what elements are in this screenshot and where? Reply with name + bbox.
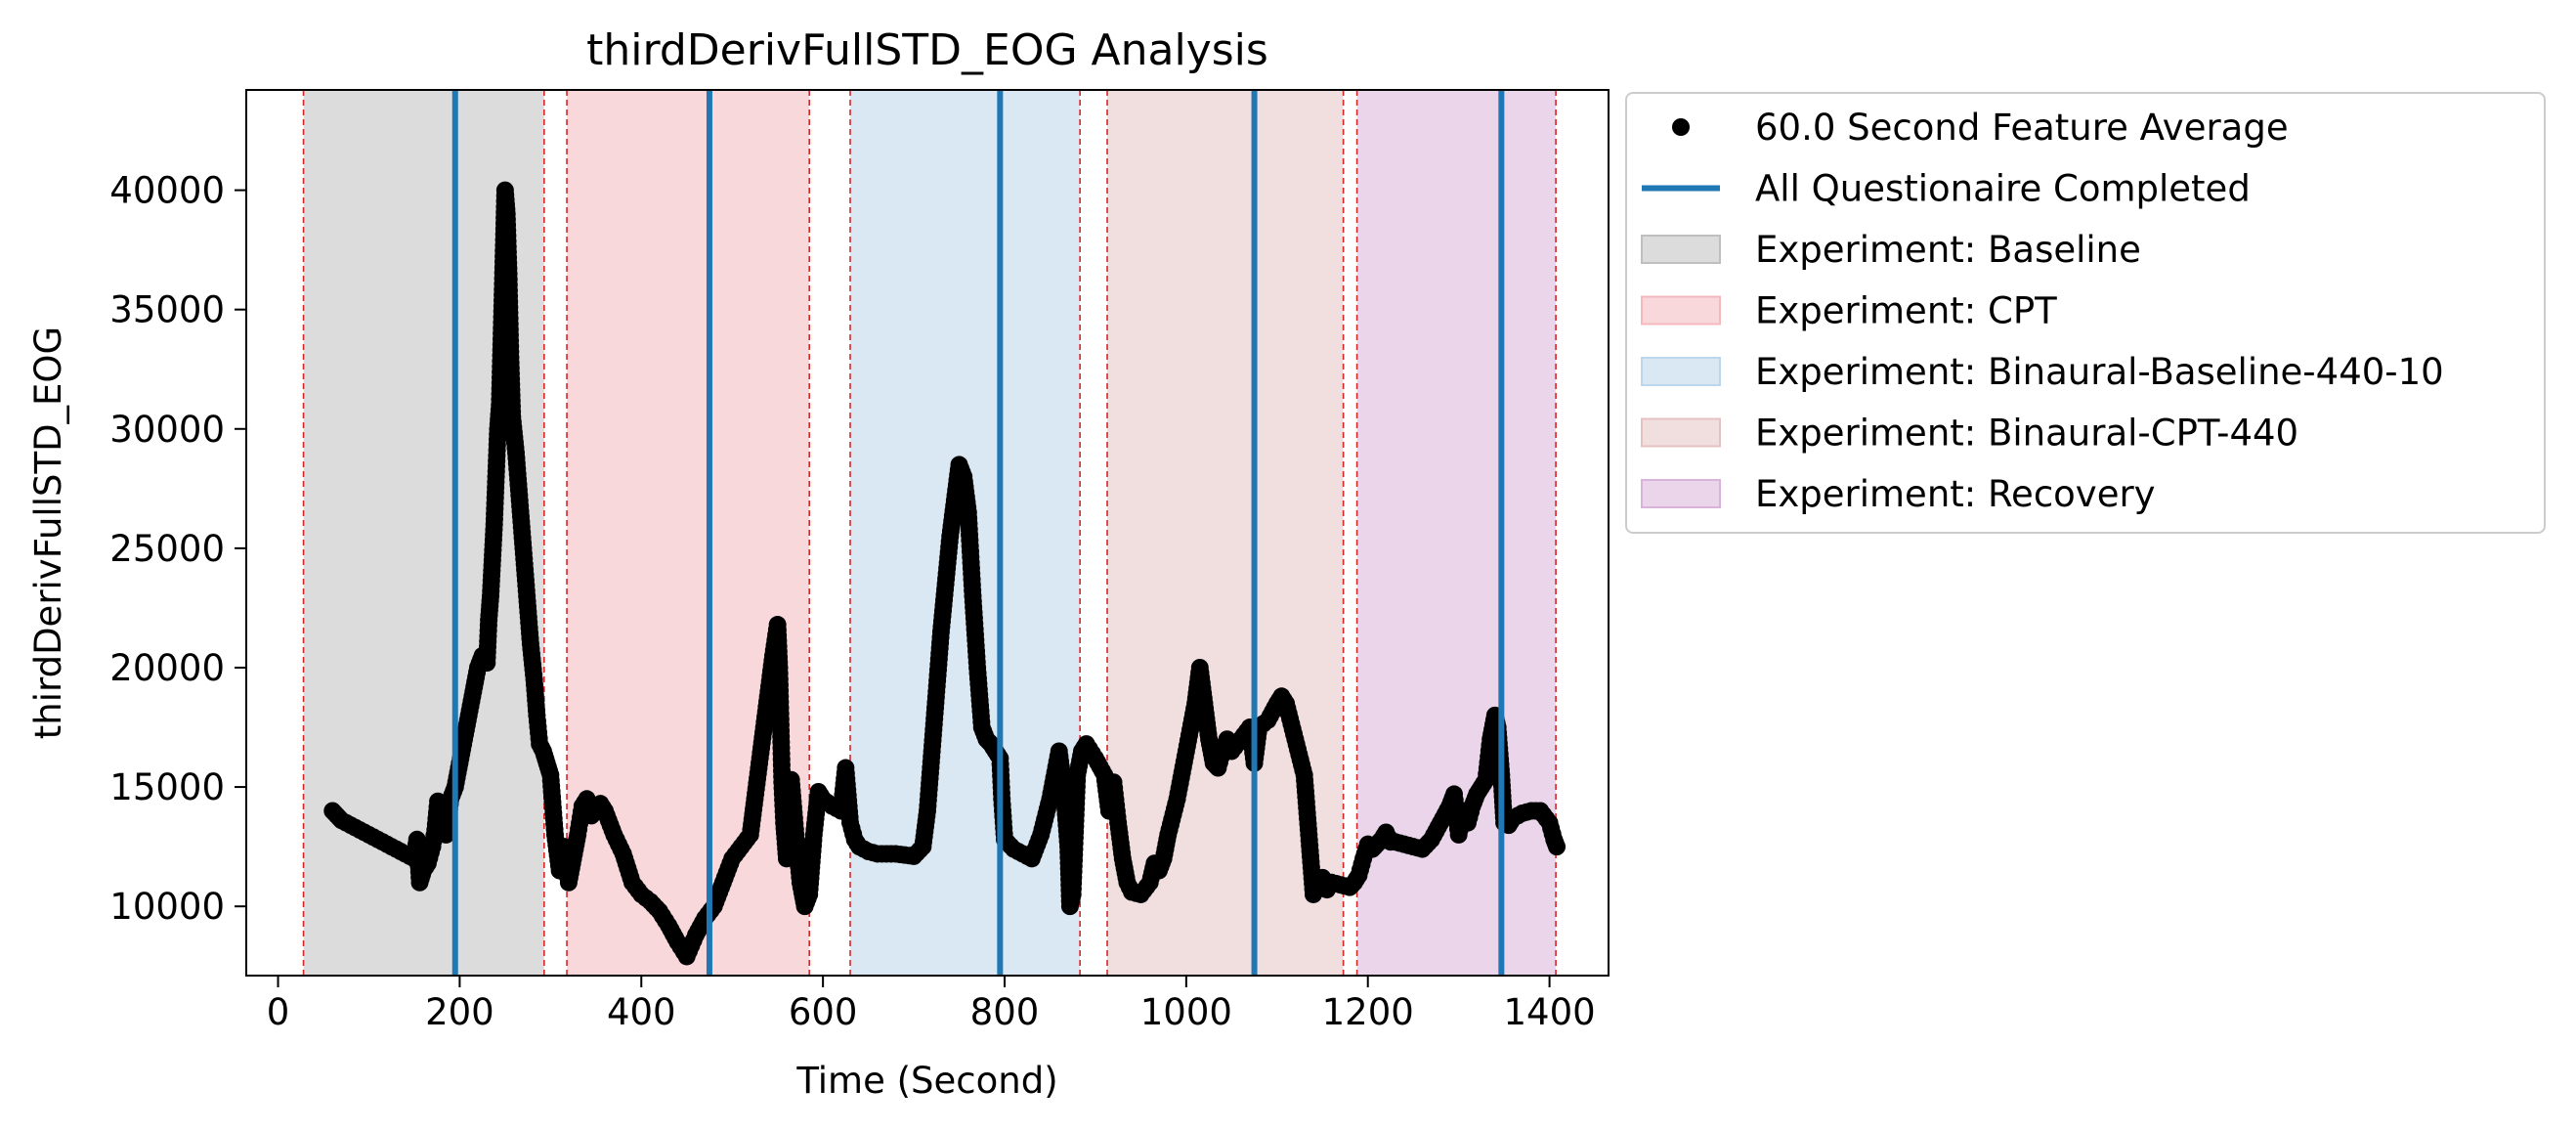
questionnaire-lines — [451, 90, 1505, 976]
data-point-1148 — [1548, 838, 1567, 856]
x-tick-label-5: 1000 — [1140, 991, 1232, 1033]
legend-patch-4 — [1641, 357, 1721, 386]
legend-label-2: Experiment: Baseline — [1755, 229, 2141, 271]
legend-patch-5 — [1641, 417, 1721, 448]
y-axis-label: thirdDerivFullSTD_EOG — [27, 327, 69, 739]
legend-patch-3 — [1641, 295, 1721, 326]
legend-label-5: Experiment: Binaural-CPT-440 — [1755, 413, 2298, 455]
legend-label-4: Experiment: Binaural-Baseline-440-10 — [1755, 351, 2444, 393]
y-tick-label-3: 25000 — [109, 528, 225, 570]
x-tick-label-7: 1400 — [1504, 991, 1596, 1033]
x-axis: 0 200 400 600 800 1000 1200 1400 — [267, 976, 1596, 1033]
y-tick-label-2: 20000 — [109, 647, 225, 689]
x-tick-label-0: 0 — [267, 991, 290, 1033]
legend-label-6: Experiment: Recovery — [1755, 473, 2156, 515]
chart-title: thirdDerivFullSTD_EOG Analysis — [586, 25, 1268, 75]
x-tick-label-4: 800 — [970, 991, 1040, 1033]
y-tick-label-4: 30000 — [109, 409, 225, 451]
x-tick-label-6: 1200 — [1322, 991, 1414, 1033]
x-tick-label-3: 600 — [789, 991, 858, 1033]
legend-marker-0 — [1672, 118, 1690, 136]
phase-band-1 — [567, 90, 810, 976]
y-tick-label-1: 15000 — [109, 766, 225, 808]
legend-patch-2 — [1641, 235, 1721, 264]
legend-label-1: All Questionaire Completed — [1755, 168, 2251, 210]
legend-label-3: Experiment: CPT — [1755, 290, 2057, 332]
y-tick-label-5: 35000 — [109, 289, 225, 331]
x-tick-label-2: 400 — [607, 991, 676, 1033]
y-tick-label-6: 40000 — [109, 170, 225, 212]
legend: 60.0 Second Feature Average All Questiona… — [1625, 92, 2546, 534]
y-axis: 10000 15000 20000 25000 30000 35000 40000 — [109, 170, 246, 928]
legend-label-0: 60.0 Second Feature Average — [1755, 107, 2289, 149]
x-axis-label: Time (Second) — [795, 1060, 1057, 1102]
legend-box — [1625, 92, 2546, 534]
legend-patch-6 — [1641, 479, 1721, 508]
x-tick-label-1: 200 — [425, 991, 494, 1033]
plot-area — [245, 89, 1610, 977]
y-tick-label-0: 10000 — [109, 886, 225, 928]
phase-boundaries — [302, 90, 1557, 976]
